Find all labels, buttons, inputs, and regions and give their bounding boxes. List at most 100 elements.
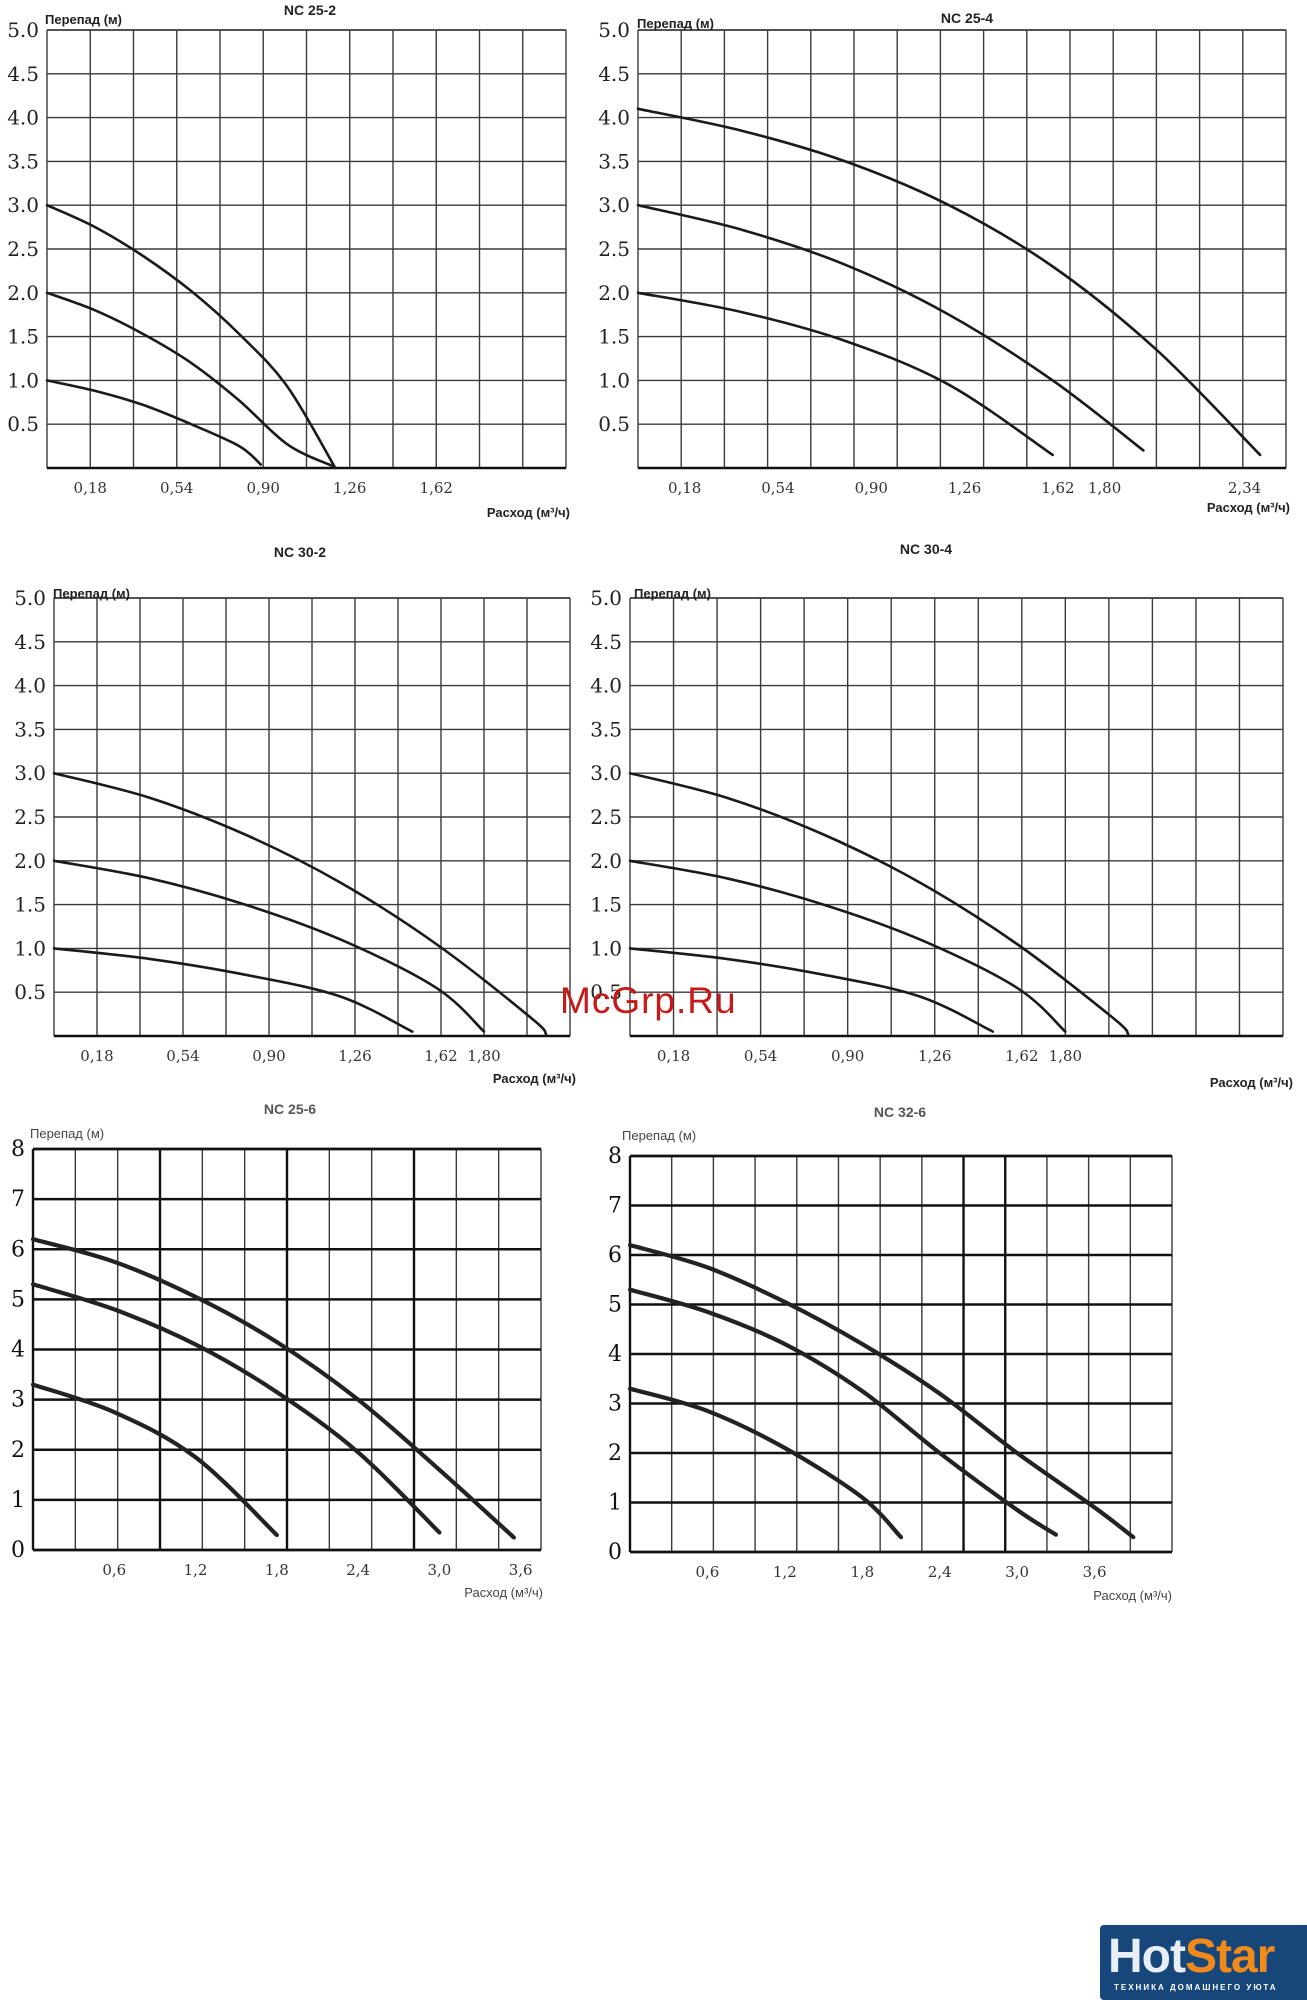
x-tick-label: 0,90: [252, 1047, 285, 1065]
y-tick-label: 4.5: [7, 62, 39, 86]
y-tick-label: 1.5: [14, 893, 46, 917]
y-tick-label: 4.0: [590, 674, 622, 698]
y-tick-label: 7: [608, 1194, 622, 1219]
y-tick-label: 5: [11, 1287, 25, 1312]
curve-series-3: [636, 291, 1054, 457]
y-tick-label: 2.5: [7, 237, 39, 261]
x-tick-label: 0,6: [102, 1561, 126, 1579]
curve-series-1: [52, 771, 548, 1036]
y-tick-label: 2.5: [598, 237, 630, 261]
y-tick-label: 1.5: [590, 893, 622, 917]
x-axis-label: Расход (м³/ч): [1093, 1588, 1172, 1603]
y-tick-label: 8: [11, 1137, 25, 1162]
y-tick-label: 2.5: [590, 805, 622, 829]
y-tick-label: 4.5: [598, 62, 630, 86]
y-tick-label: 3.0: [14, 761, 46, 785]
x-tick-label: 0,18: [74, 479, 107, 497]
x-tick-label: 1,8: [265, 1561, 289, 1579]
y-axis-label: Перепад (м): [30, 1126, 104, 1141]
curve-series-2: [627, 1287, 1058, 1537]
logo-text-main: Hot: [1108, 1930, 1186, 1983]
x-tick-label: 0,54: [761, 479, 794, 497]
y-axis-label: Перепад (м): [634, 586, 711, 601]
curve-series-2: [45, 291, 335, 468]
chart-panel-5: 0 1 2 3 4 5 6 7 8 0,6 1,2 1,8 2,4 3,0 3,6 NC 25-6 Перепа…: [11, 1101, 543, 1600]
x-tick-label: 0,90: [855, 479, 888, 497]
x-tick-label: 3,6: [509, 1561, 533, 1579]
x-axis-label: Расход (м³/ч): [493, 1071, 576, 1086]
curve-series-3: [52, 947, 414, 1033]
y-tick-label: 2.0: [590, 849, 622, 873]
y-tick-label: 6: [608, 1243, 622, 1268]
curve-series-2: [636, 203, 1145, 452]
y-tick-label: 3: [11, 1388, 25, 1413]
y-tick-label: 4.5: [590, 630, 622, 654]
x-tick-label: 1,2: [773, 1563, 797, 1581]
logo-text-accent: Star: [1184, 1930, 1275, 1983]
y-tick-label: 2.0: [14, 849, 46, 873]
x-tick-label: 1,62: [1041, 479, 1074, 497]
y-tick-label: 5.0: [14, 586, 46, 610]
hotstar-logo: HotStar ТЕХНИКА ДОМАШНЕГО УЮТА: [1100, 1925, 1307, 2000]
y-axis-label: Перепад (м): [53, 586, 130, 601]
x-tick-label: 1,80: [1088, 479, 1121, 497]
y-tick-label: 1.5: [7, 325, 39, 349]
x-axis-label: Расход (м³/ч): [1210, 1075, 1293, 1090]
y-tick-label: 4: [608, 1342, 622, 1367]
x-axis-label: Расход (м³/ч): [1207, 500, 1290, 515]
y-tick-label: 1.0: [7, 368, 39, 392]
curve-series-1: [636, 107, 1262, 457]
y-tick-label: 1: [11, 1488, 25, 1513]
x-axis-label: Расход (м³/ч): [464, 1585, 543, 1600]
x-tick-label: 1,80: [467, 1047, 500, 1065]
chart-panel-2: 0.5 1.0 1.5 2.0 2.5 3.0 3.5 4.0 4.5 5.0 0,18 0,54 0,…: [598, 10, 1290, 515]
curve-series-3: [627, 1386, 904, 1540]
curve-series-1: [45, 203, 337, 470]
y-tick-label: 0: [608, 1540, 622, 1565]
x-tick-label: 0,90: [831, 1047, 864, 1065]
y-axis-label: Перепад (м): [637, 16, 714, 31]
x-tick-label: 0,18: [80, 1047, 113, 1065]
logo-background: [1100, 1925, 1307, 2000]
y-tick-label: 4.0: [598, 106, 630, 130]
y-tick-label: 1.0: [14, 936, 46, 960]
y-tick-label: 3.0: [7, 193, 39, 217]
x-tick-label: 1,80: [1049, 1047, 1082, 1065]
x-tick-label: 1,8: [850, 1563, 874, 1581]
y-tick-label: 4.0: [14, 674, 46, 698]
y-tick-label: 6: [11, 1237, 25, 1262]
y-tick-label: 5.0: [590, 586, 622, 610]
y-tick-label: 5.0: [7, 18, 39, 42]
curve-series-3: [628, 947, 995, 1033]
x-tick-label: 1,26: [338, 1047, 371, 1065]
y-tick-label: 3.5: [14, 717, 46, 741]
x-tick-label: 1,26: [918, 1047, 951, 1065]
x-tick-label: 3,6: [1083, 1563, 1107, 1581]
chart-title: NC 32-6: [874, 1104, 926, 1120]
chart-panel-1: 0.5 1.0 1.5 2.0 2.5 3.0 3.5 4.0 4.5 5.0 0,18 0,54 0,…: [7, 2, 570, 520]
y-tick-label: 3.5: [590, 717, 622, 741]
x-tick-label: 1,62: [1005, 1047, 1038, 1065]
y-tick-label: 7: [11, 1187, 25, 1212]
y-tick-label: 1: [608, 1491, 622, 1516]
y-axis-label: Перепад (м): [622, 1128, 696, 1143]
y-tick-label: 1.0: [590, 936, 622, 960]
chart-panel-6: 0 1 2 3 4 5 6 7 8 0,6 1,2 1,8 2,4 3,0 3,6 NC 32-6 Перепа…: [608, 1104, 1173, 1603]
y-tick-label: 5.0: [598, 18, 630, 42]
x-tick-label: 1,62: [424, 1047, 457, 1065]
x-tick-label: 0,6: [695, 1563, 719, 1581]
x-tick-label: 1,62: [420, 479, 453, 497]
x-tick-label: 0,54: [166, 1047, 199, 1065]
x-tick-label: 1,26: [948, 479, 981, 497]
y-tick-label: 2.5: [14, 805, 46, 829]
x-tick-label: 3,0: [427, 1561, 451, 1579]
y-tick-label: 0.5: [598, 412, 630, 436]
y-tick-label: 3.5: [598, 149, 630, 173]
curve-series-3: [30, 1382, 279, 1538]
y-tick-label: 0: [11, 1538, 25, 1563]
watermark-text: McGrp.Ru: [560, 980, 737, 1021]
chart-panel-4: 0.5 1.0 1.5 2.0 2.5 3.0 3.5 4.0 4.5 5.0 0,18 0,54 0,…: [590, 541, 1293, 1090]
x-tick-label: 2,4: [346, 1561, 370, 1579]
y-tick-label: 0.5: [7, 412, 39, 436]
curve-series-1: [628, 771, 1130, 1036]
